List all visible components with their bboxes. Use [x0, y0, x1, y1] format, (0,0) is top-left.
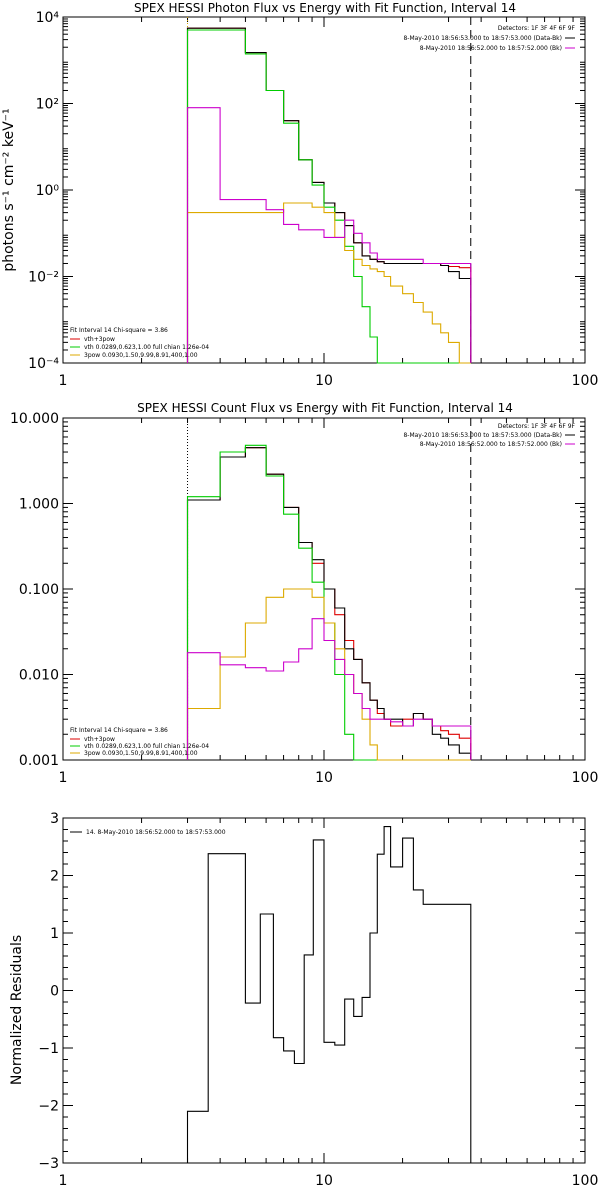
photon-flux-fit-header: Fit Interval 14 Chi-square = 3.86 — [70, 327, 168, 334]
residuals-y-tick-label: 3 — [50, 811, 59, 827]
photon-flux-legend-bottom-left: Fit Interval 14 Chi-square = 3.86 vth+3p… — [70, 327, 209, 359]
count-flux-ticks: 1 10 100 0.001 0.010 0.100 1.000 10.000 — [10, 411, 598, 786]
residuals-legend-entry: 14. 8-May-2010 18:56:52.000 to 18:57:53.… — [86, 829, 226, 836]
residuals-x-tick-label: 1 — [59, 1173, 68, 1189]
count-flux-series-3pow — [186, 588, 471, 761]
count-flux-y-tick-label: 0.010 — [19, 668, 59, 684]
photon-flux-legend-entry-bk: 8-May-2010 18:56:52.000 to 18:57:52.000 … — [420, 45, 562, 52]
count-flux-panel: SPEX HESSI Count Flux vs Energy with Fit… — [10, 401, 598, 786]
photon-flux-fit-entry-vth: vth 0.0289,0.623,1.00 full chian 1.26e-0… — [84, 344, 209, 351]
count-flux-legend-entry-data: 8-May-2010 18:56:53.000 to 18:57:53.000 … — [403, 432, 562, 439]
residuals-y-tick-label: 1 — [50, 926, 59, 942]
count-flux-x-tick-label: 100 — [572, 770, 599, 786]
residuals-series-residual — [186, 826, 472, 1163]
photon-flux-panel: SPEX HESSI Photon Flux vs Energy with Fi… — [1, 1, 598, 389]
photon-flux-title: SPEX HESSI Photon Flux vs Energy with Fi… — [134, 1, 516, 15]
count-flux-y-tick-label: 0.100 — [19, 582, 59, 598]
count-flux-fit-entry-3pow: 3pow 0.0930,1.50,9.99,8.91,400,1.00 — [84, 750, 198, 757]
photon-flux-series-vth-3pow — [186, 27, 472, 363]
residuals-y-tick-label: −2 — [38, 1099, 59, 1115]
count-flux-fit-header: Fit Interval 14 Chi-square = 3.86 — [70, 727, 168, 734]
photon-flux-ticks: 1 10 100 10⁻⁴ 10⁻² 10⁰ 10² 10⁴ — [28, 10, 598, 389]
count-flux-series — [186, 418, 472, 761]
count-flux-legend-bottom-left: Fit Interval 14 Chi-square = 3.86 vth+3p… — [70, 727, 209, 757]
photon-flux-series-data-bk — [186, 27, 472, 363]
residuals-y-tick-label: −1 — [38, 1041, 59, 1057]
count-flux-legend-header: Detectors: 1F 3F 4F 6F 9F — [498, 423, 576, 430]
count-flux-series-bk — [186, 618, 472, 760]
photon-flux-fit-entry-3pow: 3pow 0.0930,1.50,9.99,8.91,400,1.00 — [84, 352, 198, 359]
count-flux-y-tick-label: 1.000 — [19, 497, 59, 513]
residuals-series — [186, 826, 472, 1163]
photon-flux-y-tick-label: 10⁻⁴ — [28, 356, 59, 372]
residuals-y-tick-label: 2 — [50, 869, 59, 885]
residuals-y-axis-label: Normalized Residuals — [9, 935, 25, 1085]
photon-flux-fit-entry-total: vth+3pow — [84, 336, 115, 343]
count-flux-fit-entry-total: vth+3pow — [84, 736, 115, 743]
photon-flux-y-tick-label: 10² — [36, 97, 59, 113]
residuals-x-tick-label: 10 — [315, 1173, 333, 1189]
count-flux-legend-entry-bk: 8-May-2010 18:56:52.000 to 18:57:52.000 … — [420, 441, 562, 448]
photon-flux-series-3pow — [186, 202, 471, 364]
count-flux-fit-entry-vth: vth 0.0289,0.623,1.00 full chian 1.26e-0… — [84, 743, 209, 750]
count-flux-x-tick-label: 1 — [59, 770, 68, 786]
photon-flux-y-tick-label: 10⁴ — [36, 10, 60, 26]
count-flux-series-data-bk — [186, 447, 472, 760]
photon-flux-x-tick-label: 1 — [59, 373, 68, 389]
photon-flux-y-tick-label: 10⁰ — [36, 183, 60, 199]
photon-flux-y-axis-label: photons s⁻¹ cm⁻² keV⁻¹ — [1, 108, 17, 271]
count-flux-y-tick-label: 10.000 — [10, 411, 59, 427]
photon-flux-series-bk — [186, 107, 472, 363]
residuals-y-tick-label: 0 — [50, 984, 59, 1000]
photon-flux-legend-top-right: Detectors: 1F 3F 4F 6F 9F 8-May-2010 18:… — [403, 25, 575, 52]
residuals-panel: Normalized Residuals 1 10 100 −3 −2 −1 0 1 2 3 14… — [9, 811, 598, 1189]
photon-flux-x-tick-label: 10 — [315, 373, 333, 389]
count-flux-title: SPEX HESSI Count Flux vs Energy with Fit… — [137, 401, 513, 415]
photon-flux-legend-header: Detectors: 1F 3F 4F 6F 9F — [498, 25, 576, 32]
residuals-y-tick-label: −3 — [38, 1156, 59, 1172]
count-flux-series-vth — [186, 444, 471, 761]
count-flux-series-vth-3pow — [186, 447, 472, 760]
photon-flux-x-tick-label: 100 — [572, 373, 599, 389]
photon-flux-series — [186, 17, 472, 364]
residuals-legend: 14. 8-May-2010 18:56:52.000 to 18:57:53.… — [70, 829, 226, 836]
residuals-ticks: 1 10 100 −3 −2 −1 0 1 2 3 — [38, 811, 598, 1189]
photon-flux-series-vth — [186, 29, 471, 364]
residuals-x-tick-label: 100 — [572, 1173, 599, 1189]
photon-flux-y-tick-label: 10⁻² — [28, 270, 59, 286]
count-flux-legend-top-right: Detectors: 1F 3F 4F 6F 9F 8-May-2010 18:… — [403, 423, 575, 448]
photon-flux-legend-entry-data: 8-May-2010 18:56:53.000 to 18:57:53.000 … — [403, 35, 562, 42]
count-flux-x-tick-label: 10 — [315, 770, 333, 786]
count-flux-y-tick-label: 0.001 — [19, 753, 59, 769]
